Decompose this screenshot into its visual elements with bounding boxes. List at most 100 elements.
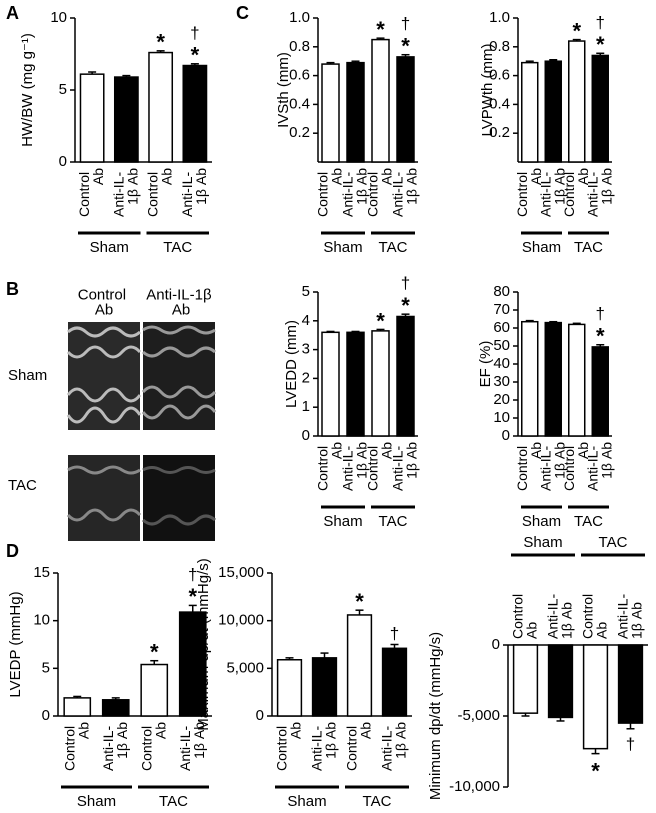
echo-image	[68, 322, 140, 430]
significance-marker: †	[596, 13, 605, 32]
bar	[63, 697, 92, 717]
group-label: TAC	[574, 239, 603, 256]
group-label: TAC	[163, 239, 192, 256]
y-axis-label: LVEDP (mmHg)	[7, 591, 24, 697]
bar	[381, 647, 408, 717]
x-tick-label: Anti-IL- 1β Ab	[584, 168, 614, 217]
significance-marker: †	[401, 14, 410, 33]
bar	[396, 315, 415, 437]
echo-trace	[66, 326, 142, 424]
y-tick-label: 0.8	[489, 38, 510, 55]
y-tick-label: 2	[302, 369, 310, 386]
significance-marker: *	[401, 34, 410, 59]
significance-marker: *	[596, 324, 605, 349]
y-axis-label: EF (%)	[477, 341, 494, 388]
group-label: Sham	[90, 239, 129, 256]
y-tick-label: 5	[42, 659, 50, 676]
x-tick-label: Anti-IL- 1β Ab	[110, 168, 140, 217]
y-tick-label: 0	[256, 707, 264, 724]
bar	[346, 614, 373, 717]
bar	[544, 321, 562, 437]
y-tick-label: 0	[42, 707, 50, 724]
group-label: TAC	[363, 793, 392, 810]
bar	[617, 644, 644, 724]
x-tick-label: Anti-IL- 1β Ab	[544, 590, 574, 639]
panel-label: D	[6, 541, 19, 561]
y-tick-label: 20	[493, 391, 510, 408]
significance-marker: †	[188, 565, 197, 584]
x-tick-label: Control Ab	[61, 722, 91, 771]
x-tick-label: Anti-IL- 1β Ab	[378, 722, 408, 771]
y-tick-label: 10	[33, 612, 50, 629]
y-tick-label: 5	[59, 81, 67, 98]
x-tick-label: Anti-IL- 1β Ab	[614, 590, 644, 639]
x-tick-label: Control Ab	[560, 442, 590, 491]
significance-marker: *	[596, 32, 605, 57]
group-label: Sham	[523, 534, 562, 551]
bar	[568, 323, 586, 437]
bar	[178, 611, 207, 717]
y-tick-label: 40	[493, 355, 510, 372]
y-tick-label: 5	[302, 283, 310, 300]
significance-marker: †	[401, 274, 410, 293]
bar	[591, 54, 609, 163]
x-tick-label: Control Ab	[364, 168, 394, 217]
y-tick-label: 10	[50, 9, 67, 26]
y-tick-label: 70	[493, 301, 510, 318]
y-tick-label: 0.2	[289, 124, 310, 141]
group-label: TAC	[159, 793, 188, 810]
y-tick-label: 1	[302, 398, 310, 415]
x-tick-label: Control Ab	[579, 590, 609, 639]
bar	[276, 659, 303, 717]
bar	[182, 64, 208, 163]
x-tick-label: Control Ab	[509, 590, 539, 639]
bar	[140, 663, 169, 717]
bar	[101, 699, 130, 717]
bar	[148, 51, 174, 163]
y-axis-label: Minimum dp/dt (mmHg/s)	[427, 632, 444, 800]
column-label: Control Ab	[78, 286, 131, 318]
group-label: Sham	[323, 513, 362, 530]
x-tick-label: Control Ab	[76, 168, 106, 217]
group-label: TAC	[379, 239, 408, 256]
x-tick-label: Control Ab	[560, 168, 590, 217]
echo-images: B Sham TAC Control Ab Anti-IL-1β Ab	[6, 279, 217, 541]
x-tick-label: Control Ab	[513, 168, 543, 217]
y-tick-label: 10,000	[218, 612, 264, 629]
x-tick-label: Control Ab	[314, 442, 344, 491]
significance-marker: *	[376, 308, 385, 333]
y-tick-label: 0.4	[489, 95, 510, 112]
x-tick-label: Control Ab	[314, 168, 344, 217]
group-label: Sham	[77, 793, 116, 810]
x-tick-label: Anti-IL- 1β Ab	[308, 722, 338, 771]
column-label: Anti-IL-1β Ab	[146, 286, 216, 318]
significance-marker: †	[626, 734, 635, 753]
echo-trace	[142, 466, 216, 526]
y-tick-label: 0.6	[489, 67, 510, 84]
x-tick-label: Anti-IL- 1β Ab	[584, 442, 614, 491]
y-tick-label: -5,000	[457, 707, 500, 724]
bar	[568, 40, 586, 163]
row-label: Sham	[8, 367, 47, 384]
y-tick-label: 1.0	[289, 9, 310, 26]
x-tick-label: Anti-IL- 1β Ab	[339, 168, 369, 217]
x-tick-label: Control Ab	[144, 168, 174, 217]
significance-marker: *	[591, 758, 600, 783]
y-tick-label: 1.0	[489, 9, 510, 26]
y-tick-label: 60	[493, 319, 510, 336]
bar	[346, 61, 365, 163]
panel-label: A	[6, 3, 19, 23]
bar	[544, 60, 562, 163]
y-tick-label: 80	[493, 283, 510, 300]
bar	[79, 73, 105, 163]
y-tick-label: 0	[502, 427, 510, 444]
bar	[547, 644, 574, 719]
group-label: Sham	[522, 239, 561, 256]
x-tick-label: Anti-IL- 1β Ab	[176, 722, 206, 771]
significance-marker: *	[401, 293, 410, 318]
group-label: Sham	[522, 513, 561, 530]
y-tick-label: 0	[492, 636, 500, 653]
x-tick-label: Control Ab	[343, 722, 373, 771]
y-tick-label: 0.4	[289, 95, 310, 112]
